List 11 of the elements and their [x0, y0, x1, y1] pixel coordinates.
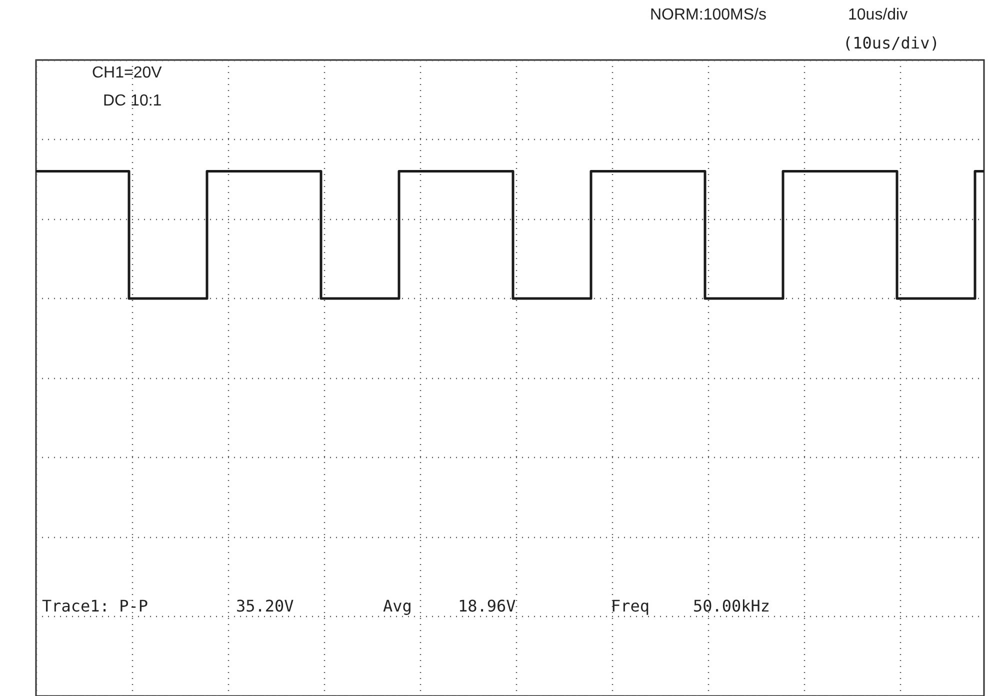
text: Freq — [611, 596, 650, 616]
text: 18.96V — [458, 596, 516, 616]
text: 10us/div — [848, 6, 908, 24]
text: Avg — [383, 596, 412, 616]
text: NORM:100MS/s — [650, 6, 766, 24]
text: (10us/div) — [843, 34, 940, 52]
text: CH1=20V — [92, 64, 162, 82]
text: 50.00kHz — [693, 596, 770, 616]
text: DC 10:1 — [103, 92, 162, 110]
text: Trace1: P-P — [42, 596, 148, 616]
text: 35.20V — [236, 596, 294, 616]
